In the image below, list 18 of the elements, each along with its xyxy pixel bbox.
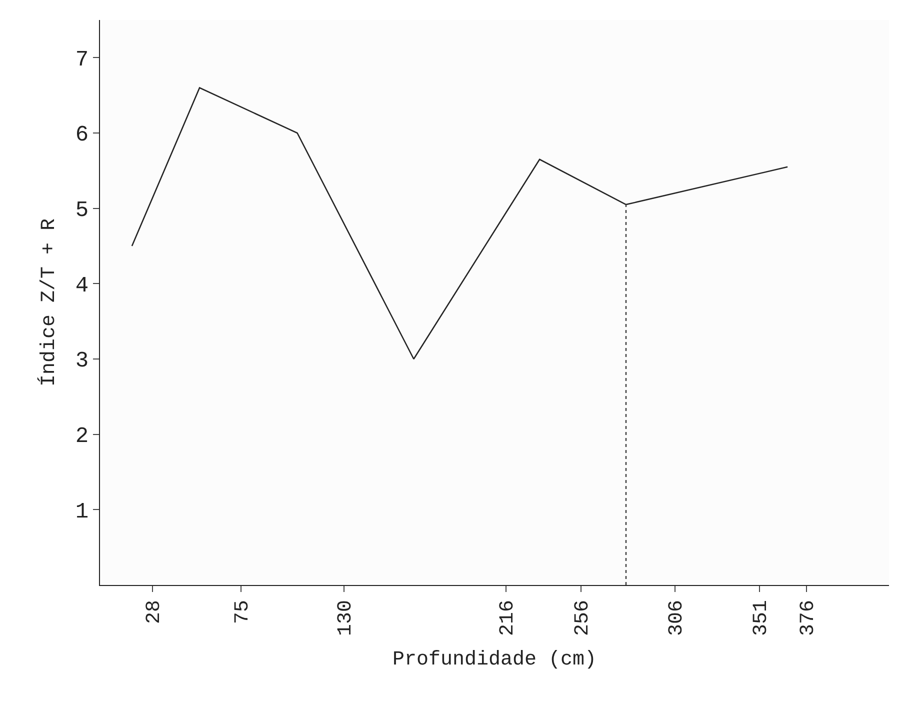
x-tick-label: 306 [665,600,688,636]
y-tick-label: 5 [75,198,89,224]
y-tick-label: 1 [75,499,89,524]
x-tick-label: 75 [231,600,254,624]
x-tick-label: 28 [143,600,166,624]
y-tick-label: 7 [75,47,89,72]
x-tick-label: 216 [496,600,520,636]
y-tick-label: 3 [75,348,89,374]
x-tick-label: 376 [796,600,820,636]
y-tick-label: 6 [75,122,89,148]
x-axis-title: Profundidade (cm) [392,648,597,672]
line-series [131,87,788,360]
y-tick-label: 2 [75,424,89,450]
y-tick-label: 4 [75,273,89,298]
x-tick-label: 351 [750,600,773,636]
x-tick-label: 256 [571,600,594,636]
x-tick-label: 130 [334,600,358,636]
y-axis-title: Índice Z/T + R [36,218,61,387]
